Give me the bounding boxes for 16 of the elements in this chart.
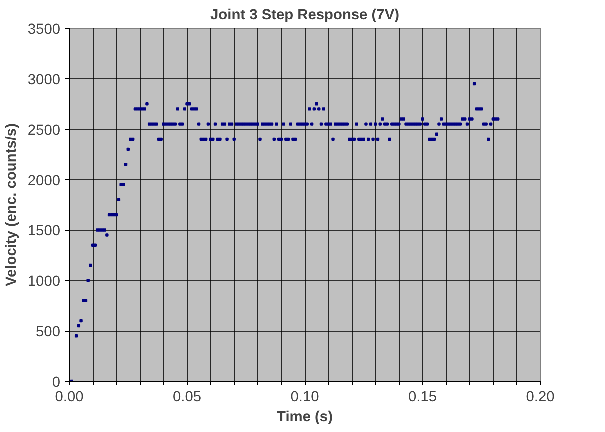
x-axis-title: Time (s) bbox=[277, 410, 334, 426]
y-tick-label: 0 bbox=[52, 375, 61, 391]
x-tick-label: 0.05 bbox=[172, 390, 202, 406]
y-tick-label: 1500 bbox=[28, 224, 61, 240]
x-tick-label: 0.00 bbox=[55, 390, 84, 406]
y-tick-label: 2500 bbox=[28, 122, 61, 139]
chart-title: Joint 3 Step Response (7V) bbox=[210, 8, 400, 24]
y-tick-label: 3500 bbox=[28, 22, 61, 38]
x-tick-label: 0.20 bbox=[526, 390, 555, 406]
y-tick-label: 2000 bbox=[28, 173, 61, 190]
x-tick-label: 0.15 bbox=[408, 390, 438, 406]
y-tick-label: 1000 bbox=[28, 274, 61, 290]
y-tick-label: 3000 bbox=[28, 72, 61, 88]
y-tick-label: 500 bbox=[36, 324, 61, 341]
x-tick-label: 0.10 bbox=[290, 390, 320, 406]
y-axis-title: Velocity (enc. counts/s) bbox=[4, 123, 20, 286]
